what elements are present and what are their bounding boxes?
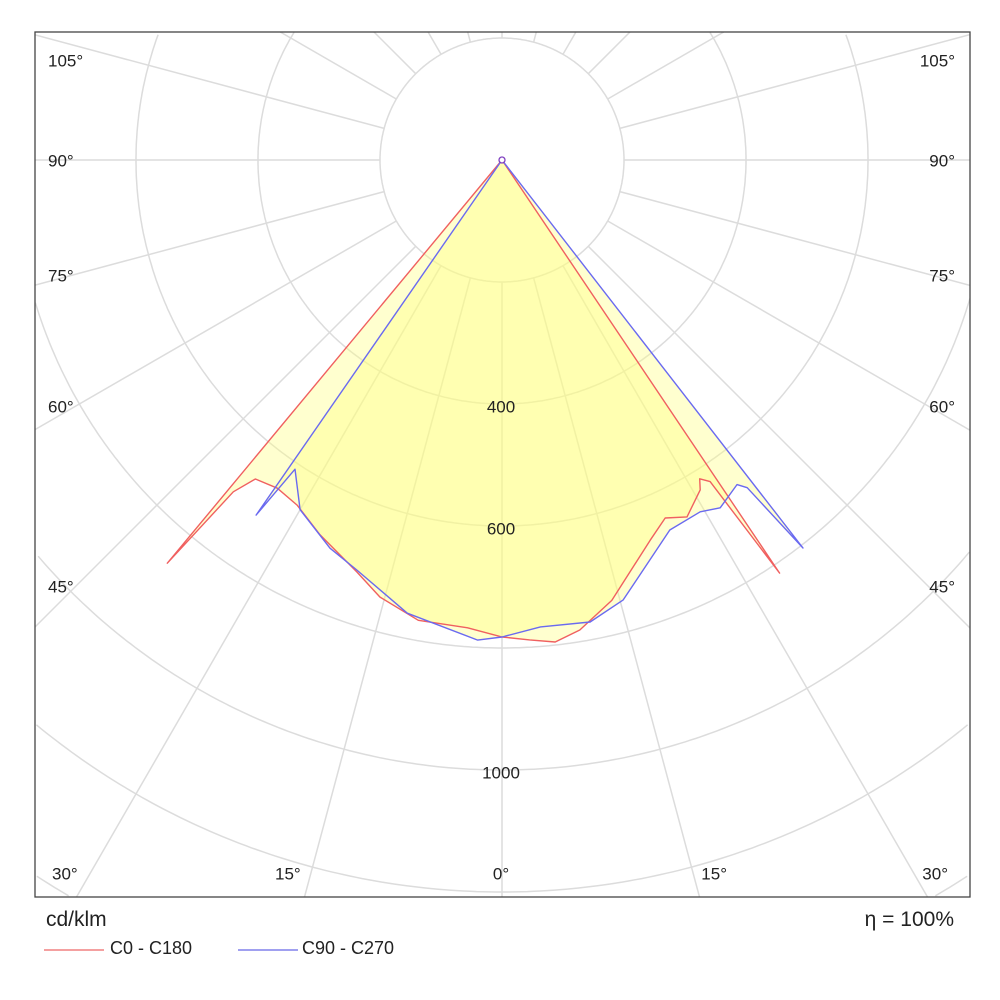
angle-label: 105° [48,51,83,70]
angle-label: 90° [48,151,74,170]
radial-tick-label: 600 [487,519,515,538]
angle-label: 90° [929,151,955,170]
grid-spoke [303,277,472,897]
grid-spoke [562,32,577,55]
grid-ring [135,34,869,527]
angle-label: 0° [493,864,509,883]
axis-labels: 105° 90° 75° 60° 45° 30° 15° 105° 90° 75° 60° 45° 30… [48,51,955,883]
angle-label: 15° [701,864,727,883]
grid-spoke [619,190,970,287]
curve-fills [167,160,804,642]
radial-tick-label: 1000 [482,763,520,782]
grid-spoke [607,32,725,100]
grid-ring [35,724,969,893]
grid-spoke [35,220,397,431]
grid-spoke [587,32,631,75]
grid-spoke [279,32,397,100]
grid-spoke [427,32,442,55]
angle-label: 30° [922,864,948,883]
angle-label: 45° [48,577,74,596]
unit-label: cd/klm [46,908,107,931]
grid-spoke [562,265,929,897]
grid-spoke [619,33,970,130]
center-marker [498,156,506,164]
curve-fill-1 [256,160,804,641]
legend-swatch-red [44,949,104,951]
plot-frame [34,31,971,898]
legend-swatch-blue [238,949,298,951]
series-line-0 [166,159,781,643]
grid-spoke [35,245,417,628]
grid [35,32,970,897]
legend-label: C90 - C270 [302,938,395,958]
angle-label: 75° [48,266,74,285]
grid-ring [35,298,970,649]
curves [166,159,804,643]
series-line-1 [255,159,804,641]
grid-spoke [532,32,538,43]
angle-label: 105° [920,51,955,70]
grid-spoke [532,277,701,897]
grid-spoke [607,220,970,431]
grid-ring [37,551,970,771]
efficiency-label: η = 100% [864,908,954,931]
legend-label: C0 - C180 [110,938,193,958]
grid-spoke [373,32,417,75]
grid-spoke [587,245,970,629]
legend: C0 - C180 C90 - C270 [44,938,464,962]
grid-spoke [466,32,472,43]
grid-ring [36,875,968,897]
angle-label: 60° [929,397,955,416]
grid-ring [257,32,747,405]
radial-tick-label: 400 [487,397,515,416]
angle-label: 60° [48,397,74,416]
angle-label: 45° [929,577,955,596]
angle-label: 15° [275,864,301,883]
grid-spoke [35,190,385,286]
legend-item-c90: C90 - C270 [238,938,438,962]
angle-label: 75° [929,266,955,285]
grid-spoke [75,265,442,897]
curve-fill-0 [167,160,780,642]
grid-spoke [35,34,385,130]
angle-label: 30° [52,864,78,883]
legend-item-c0: C0 - C180 [44,938,224,962]
